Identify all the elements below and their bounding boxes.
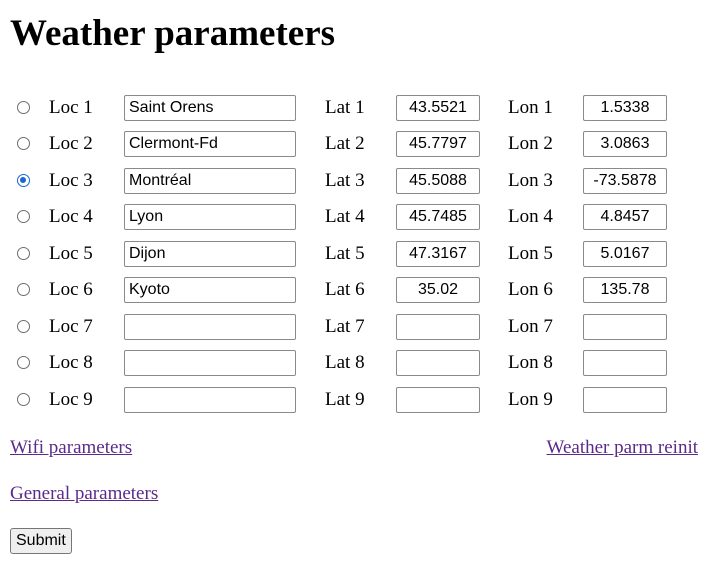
location-name-input-8[interactable] xyxy=(124,350,296,376)
latitude-input-1[interactable]: 43.5521 xyxy=(396,95,480,121)
longitude-label-9: Lon 9 xyxy=(508,389,553,410)
location-name-input-7[interactable] xyxy=(124,314,296,340)
longitude-label-5: Lon 5 xyxy=(508,243,553,264)
location-radio-7[interactable] xyxy=(17,320,30,333)
latitude-label-9: Lat 9 xyxy=(325,389,365,410)
location-row-8: Loc 8 Lat 8 Lon 8 xyxy=(0,350,713,378)
latitude-input-4[interactable]: 45.7485 xyxy=(396,204,480,230)
latitude-input-7[interactable] xyxy=(396,314,480,340)
location-row-3: Loc 3 Montréal Lat 3 45.5088 Lon 3 -73.5… xyxy=(0,168,713,196)
longitude-input-4[interactable]: 4.8457 xyxy=(583,204,667,230)
location-label-8: Loc 8 xyxy=(49,352,93,373)
location-label-2: Loc 2 xyxy=(49,133,93,154)
location-radio-1[interactable] xyxy=(17,101,30,114)
latitude-input-3[interactable]: 45.5088 xyxy=(396,168,480,194)
latitude-input-6[interactable]: 35.02 xyxy=(396,277,480,303)
location-radio-5[interactable] xyxy=(17,247,30,260)
longitude-input-5[interactable]: 5.0167 xyxy=(583,241,667,267)
location-row-1: Loc 1 Saint Orens Lat 1 43.5521 Lon 1 1.… xyxy=(0,95,713,123)
longitude-label-8: Lon 8 xyxy=(508,352,553,373)
submit-button[interactable]: Submit xyxy=(10,528,72,554)
location-name-input-1[interactable]: Saint Orens xyxy=(124,95,296,121)
location-radio-9[interactable] xyxy=(17,393,30,406)
location-label-7: Loc 7 xyxy=(49,316,93,337)
latitude-input-5[interactable]: 47.3167 xyxy=(396,241,480,267)
longitude-label-4: Lon 4 xyxy=(508,206,553,227)
location-radio-2[interactable] xyxy=(17,137,30,150)
latitude-label-7: Lat 7 xyxy=(325,316,365,337)
location-row-5: Loc 5 Dijon Lat 5 47.3167 Lon 5 5.0167 xyxy=(0,241,713,269)
latitude-label-6: Lat 6 xyxy=(325,279,365,300)
longitude-label-1: Lon 1 xyxy=(508,97,553,118)
general-parameters-link[interactable]: General parameters xyxy=(10,483,159,504)
location-name-input-6[interactable]: Kyoto xyxy=(124,277,296,303)
location-radio-3[interactable] xyxy=(17,174,30,187)
latitude-label-2: Lat 2 xyxy=(325,133,365,154)
location-row-9: Loc 9 Lat 9 Lon 9 xyxy=(0,387,713,415)
latitude-input-9[interactable] xyxy=(396,387,480,413)
location-name-input-9[interactable] xyxy=(124,387,296,413)
page-title: Weather parameters xyxy=(10,13,336,54)
location-row-7: Loc 7 Lat 7 Lon 7 xyxy=(0,314,713,342)
location-name-input-2[interactable]: Clermont-Fd xyxy=(124,131,296,157)
location-radio-4[interactable] xyxy=(17,210,30,223)
latitude-label-8: Lat 8 xyxy=(325,352,365,373)
location-row-6: Loc 6 Kyoto Lat 6 35.02 Lon 6 135.78 xyxy=(0,277,713,305)
location-label-1: Loc 1 xyxy=(49,97,93,118)
location-label-9: Loc 9 xyxy=(49,389,93,410)
longitude-label-2: Lon 2 xyxy=(508,133,553,154)
latitude-input-2[interactable]: 45.7797 xyxy=(396,131,480,157)
longitude-input-9[interactable] xyxy=(583,387,667,413)
latitude-label-5: Lat 5 xyxy=(325,243,365,264)
location-label-4: Loc 4 xyxy=(49,206,93,227)
location-label-3: Loc 3 xyxy=(49,170,93,191)
location-row-4: Loc 4 Lyon Lat 4 45.7485 Lon 4 4.8457 xyxy=(0,204,713,232)
latitude-input-8[interactable] xyxy=(396,350,480,376)
location-radio-8[interactable] xyxy=(17,356,30,369)
latitude-label-4: Lat 4 xyxy=(325,206,365,227)
latitude-label-3: Lat 3 xyxy=(325,170,365,191)
location-label-6: Loc 6 xyxy=(49,279,93,300)
longitude-label-3: Lon 3 xyxy=(508,170,553,191)
longitude-input-2[interactable]: 3.0863 xyxy=(583,131,667,157)
longitude-label-7: Lon 7 xyxy=(508,316,553,337)
longitude-input-6[interactable]: 135.78 xyxy=(583,277,667,303)
location-row-2: Loc 2 Clermont-Fd Lat 2 45.7797 Lon 2 3.… xyxy=(0,131,713,159)
location-label-5: Loc 5 xyxy=(49,243,93,264)
location-name-input-5[interactable]: Dijon xyxy=(124,241,296,267)
latitude-label-1: Lat 1 xyxy=(325,97,365,118)
location-radio-6[interactable] xyxy=(17,283,30,296)
wifi-parameters-link[interactable]: Wifi parameters xyxy=(10,437,133,458)
longitude-input-3[interactable]: -73.5878 xyxy=(583,168,667,194)
longitude-input-8[interactable] xyxy=(583,350,667,376)
longitude-input-7[interactable] xyxy=(583,314,667,340)
location-name-input-4[interactable]: Lyon xyxy=(124,204,296,230)
longitude-label-6: Lon 6 xyxy=(508,279,553,300)
weather-parm-reinit-link[interactable]: Weather parm reinit xyxy=(546,437,698,458)
location-name-input-3[interactable]: Montréal xyxy=(124,168,296,194)
longitude-input-1[interactable]: 1.5338 xyxy=(583,95,667,121)
